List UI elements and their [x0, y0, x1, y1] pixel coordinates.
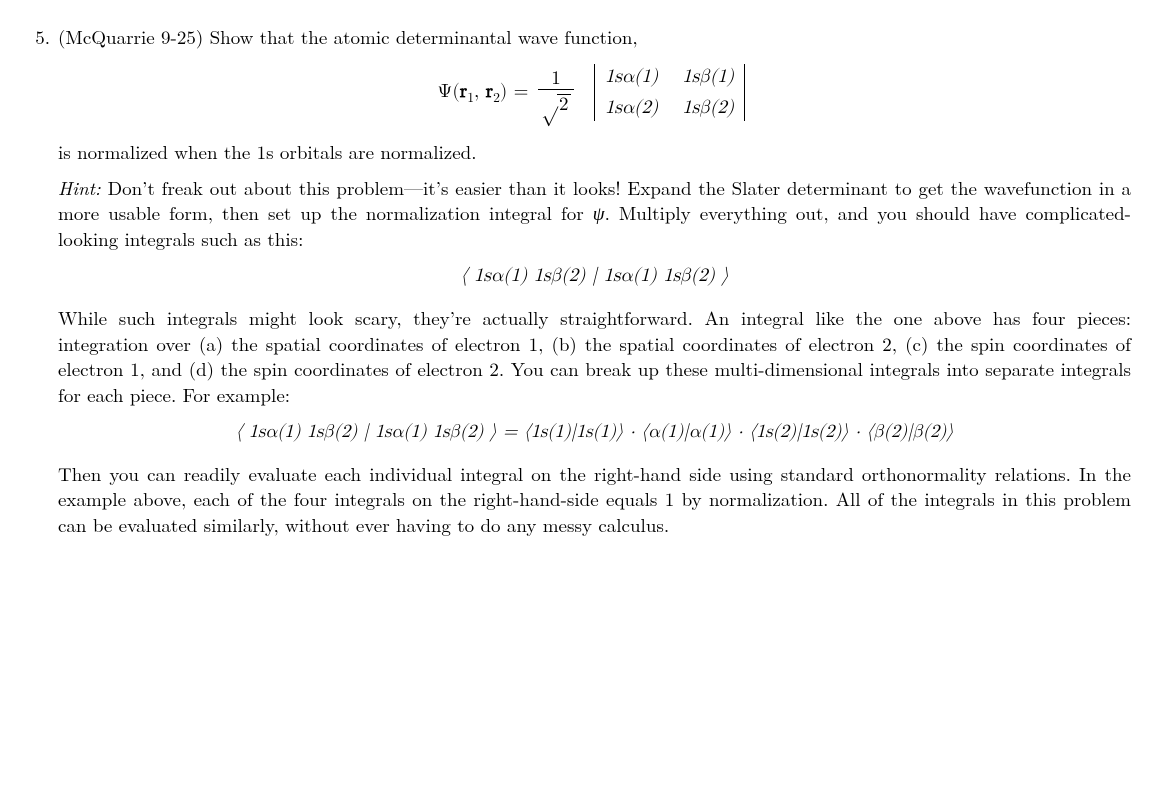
equation-2: ⟨ 1sα(1) 1sβ(2) | 1sα(1) 1sβ(2) ⟩	[58, 263, 1131, 289]
sqrt-arg: 2	[557, 94, 571, 116]
after-eq1-span: is normalized when the 1s orbitals are n…	[58, 138, 477, 165]
equation-3: ⟨ 1sα(1) 1sβ(2) | 1sα(1) 1sβ(2) ⟩ = ⟨1s(…	[58, 420, 1131, 445]
hint-label: Hint:	[58, 174, 101, 201]
det-right-bar	[744, 64, 745, 121]
sqrt-symbol: √	[541, 92, 558, 112]
problem-body: (McQuarrie 9-25) Show that the atomic de…	[58, 24, 1131, 538]
r2: r	[486, 82, 493, 101]
det-left-bar	[594, 64, 595, 121]
lead-text: (McQuarrie 9-25) Show that the atomic de…	[58, 24, 1131, 50]
fraction-num: 1	[548, 69, 564, 89]
eq2-content: ⟨ 1sα(1) 1sβ(2) | 1sα(1) 1sβ(2) ⟩	[460, 266, 729, 285]
r1-sub: 1	[467, 91, 474, 105]
open-paren: (	[452, 82, 459, 101]
paragraph-3: While such integrals might look scary, t…	[58, 305, 1131, 408]
determinant: 1sα(1) 1sβ(1) 1sα(2) 1sβ(2)	[588, 62, 752, 123]
det-12: 1sβ(1)	[682, 64, 734, 90]
problem-number: 5.	[18, 24, 58, 50]
det-22: 1sβ(2)	[682, 95, 734, 121]
det-21: 1sα(2)	[605, 95, 658, 121]
det-11: 1sα(1)	[605, 64, 658, 90]
r2-sub: 2	[493, 91, 500, 105]
hint-paragraph: Hint: Don’t freak out about this problem…	[58, 175, 1131, 252]
psi-symbol: Ψ	[438, 82, 453, 101]
eq-sign: ) =	[500, 82, 528, 101]
equation-1: Ψ(r1, r2) = 1 √ 2 1sα(1) 1sβ(1)	[58, 62, 1131, 123]
fraction: 1 √ 2	[538, 69, 573, 116]
eq3-content: ⟨ 1sα(1) 1sβ(2) | 1sα(1) 1sβ(2) ⟩ = ⟨1s(…	[235, 422, 953, 441]
hint-psi: ψ	[593, 199, 605, 226]
paragraph-4: Then you can readily evaluate each indiv…	[58, 461, 1131, 538]
after-eq1-text: is normalized when the 1s orbitals are n…	[58, 139, 1131, 165]
problem-block: 5. (McQuarrie 9-25) Show that the atomic…	[18, 24, 1131, 538]
fraction-den: √ 2	[538, 89, 573, 116]
comma: ,	[474, 82, 486, 101]
